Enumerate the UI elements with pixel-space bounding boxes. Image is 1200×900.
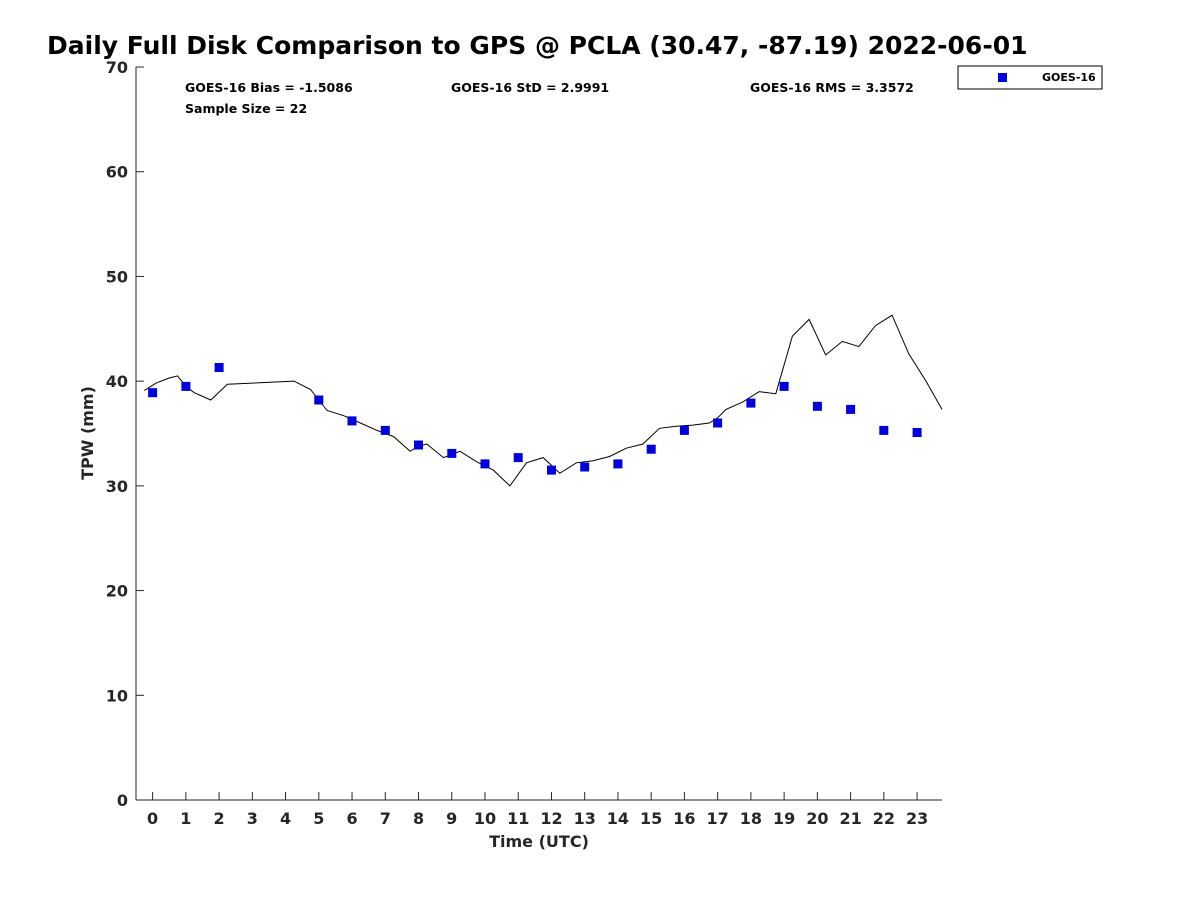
data-point-goes16 <box>447 448 457 458</box>
y-tick-label: 0 <box>117 791 128 810</box>
series-markers-goes16 <box>148 363 922 475</box>
data-point-goes16 <box>879 425 889 435</box>
x-tick-label: 3 <box>247 809 258 828</box>
y-tick-label: 50 <box>106 267 128 286</box>
x-tick-label: 4 <box>280 809 291 828</box>
data-point-goes16 <box>679 425 689 435</box>
legend-marker-goes16 <box>998 73 1007 82</box>
stat-sample-size: Sample Size = 22 <box>185 101 307 116</box>
x-tick-label: 10 <box>474 809 496 828</box>
stat-rms: GOES-16 RMS = 3.3572 <box>750 80 914 95</box>
x-tick-label: 9 <box>446 809 457 828</box>
stat-bias: GOES-16 Bias = -1.5086 <box>185 80 353 95</box>
x-tick-label: 1 <box>180 809 191 828</box>
y-tick-label: 60 <box>106 163 128 182</box>
series-line-gps <box>144 314 943 487</box>
data-point-goes16 <box>513 453 523 463</box>
y-tick-label: 10 <box>106 686 128 705</box>
x-tick-label: 6 <box>346 809 357 828</box>
x-tick-label: 22 <box>873 809 895 828</box>
data-point-goes16 <box>779 381 789 391</box>
x-tick-label: 18 <box>740 809 762 828</box>
data-point-goes16 <box>912 428 922 437</box>
stat-std: GOES-16 StD = 2.9991 <box>451 80 609 95</box>
data-point-goes16 <box>347 416 357 426</box>
data-point-goes16 <box>314 395 324 405</box>
x-tick-label: 12 <box>540 809 562 828</box>
y-axis-label: TPW (mm) <box>78 386 97 480</box>
y-tick-label: 20 <box>106 582 128 601</box>
x-tick-label: 15 <box>640 809 662 828</box>
y-tick-label: 40 <box>106 372 128 391</box>
data-point-goes16 <box>713 418 723 428</box>
x-tick-label: 5 <box>313 809 324 828</box>
data-point-goes16 <box>547 465 556 475</box>
stats-annotations: GOES-16 Bias = -1.5086 GOES-16 StD = 2.9… <box>185 80 914 116</box>
y-tick-label: 70 <box>106 58 128 77</box>
data-point-goes16 <box>580 462 590 472</box>
x-tick-label: 20 <box>806 809 828 828</box>
legend: GOES-16 <box>957 65 1103 90</box>
data-point-goes16 <box>480 459 490 469</box>
x-ticks: 0 1 2 3 4 5 6 7 8 9 10 11 12 13 14 15 16 17 18 19 20 21 22 23 <box>147 792 928 828</box>
data-point-goes16 <box>148 388 158 398</box>
legend-label-goes16: GOES-16 <box>1042 71 1096 84</box>
x-tick-label: 21 <box>839 809 861 828</box>
y-tick-label: 30 <box>106 477 128 496</box>
x-tick-label: 19 <box>773 809 795 828</box>
y-ticks: 0 10 20 30 40 50 60 70 <box>106 58 144 810</box>
legend-box <box>957 65 1103 90</box>
data-point-goes16 <box>812 401 822 411</box>
data-point-goes16 <box>214 363 224 372</box>
x-tick-label: 11 <box>507 809 529 828</box>
x-tick-label: 13 <box>574 809 596 828</box>
x-tick-label: 14 <box>607 809 629 828</box>
x-tick-label: 8 <box>413 809 424 828</box>
data-point-goes16 <box>746 398 756 408</box>
data-point-goes16 <box>414 440 423 450</box>
data-point-goes16 <box>646 444 656 454</box>
x-tick-label: 7 <box>380 809 391 828</box>
x-tick-label: 2 <box>214 809 225 828</box>
x-axis-label: Time (UTC) <box>489 832 589 851</box>
x-tick-label: 16 <box>673 809 695 828</box>
x-tick-label: 23 <box>906 809 928 828</box>
data-point-goes16 <box>380 425 390 435</box>
chart-title: Daily Full Disk Comparison to GPS @ PCLA… <box>47 31 1028 60</box>
x-tick-label: 17 <box>707 809 729 828</box>
x-tick-label: 0 <box>147 809 158 828</box>
data-point-goes16 <box>181 381 191 391</box>
data-point-goes16 <box>846 404 856 414</box>
data-point-goes16 <box>613 459 623 469</box>
